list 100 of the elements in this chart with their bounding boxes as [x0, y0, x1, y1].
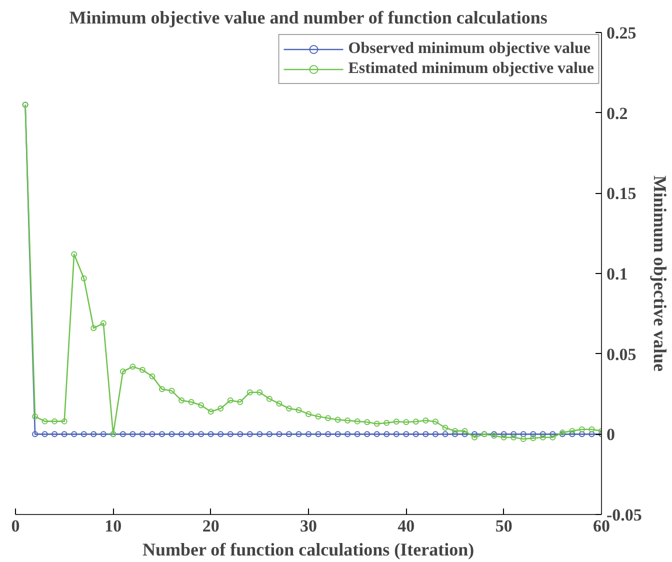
y-tick-label: 0.15: [606, 184, 636, 204]
y-tick-label: 0.05: [606, 344, 636, 364]
point: [588, 431, 595, 438]
y-tick-label: 0: [606, 425, 615, 444]
point: [442, 424, 448, 431]
point: [422, 431, 429, 438]
point: [100, 431, 106, 438]
point: [578, 426, 585, 432]
point: [530, 435, 536, 442]
x-tick-label: 30: [300, 516, 317, 536]
point: [218, 431, 224, 438]
point: [198, 431, 204, 438]
point: [520, 431, 526, 438]
point: [90, 325, 97, 332]
legend-label: Observed minimum objective value: [348, 40, 590, 58]
point: [296, 407, 302, 414]
point: [306, 411, 312, 418]
point: [208, 431, 214, 438]
point: [472, 434, 478, 440]
x-tick-label: 40: [398, 516, 415, 536]
point: [412, 431, 419, 438]
point: [159, 386, 165, 392]
point: [325, 431, 332, 438]
point: [500, 431, 507, 438]
legend-label: Estimated minimum objective value: [348, 60, 594, 78]
point: [442, 431, 448, 438]
point: [510, 434, 517, 440]
point: [90, 431, 97, 438]
point: [550, 434, 556, 440]
point: [178, 397, 185, 404]
point: [120, 431, 126, 438]
point: [384, 420, 390, 426]
point: [374, 420, 380, 427]
point: [130, 431, 136, 438]
point: [432, 418, 438, 425]
point: [149, 373, 156, 380]
x-tick-label: 20: [202, 516, 220, 536]
point: [364, 431, 370, 438]
point: [403, 419, 410, 426]
point: [462, 431, 468, 438]
point: [139, 366, 146, 373]
point: [139, 431, 146, 438]
x-tick-label: 0: [11, 516, 20, 536]
x-axis-title: Number of function calculations (Iteration): [142, 540, 474, 560]
point: [286, 405, 292, 412]
point: [296, 431, 302, 438]
point: [374, 431, 380, 438]
point: [520, 436, 526, 442]
point: [188, 431, 194, 438]
point: [42, 418, 48, 424]
point: [393, 418, 400, 425]
point: [569, 431, 576, 438]
point: [344, 431, 351, 438]
point: [500, 434, 507, 440]
point: [422, 418, 429, 424]
point: [452, 431, 458, 438]
point: [52, 431, 58, 438]
point: [159, 431, 165, 438]
point: [52, 418, 58, 424]
point: [354, 431, 360, 438]
point: [276, 400, 282, 407]
point: [452, 428, 458, 434]
point: [266, 396, 272, 402]
point: [100, 320, 106, 326]
chart-title: Minimum objective value and number of function calculations: [69, 8, 548, 28]
point: [540, 434, 546, 440]
point: [237, 431, 244, 438]
point: [256, 389, 263, 396]
y-axis-title: Minimum objective value: [650, 176, 670, 372]
point: [227, 397, 234, 404]
point: [61, 431, 68, 438]
point: [227, 431, 234, 438]
point: [550, 431, 556, 438]
point: [198, 402, 204, 408]
point: [188, 399, 194, 406]
point: [540, 431, 546, 438]
point: [510, 431, 517, 438]
point: [61, 418, 68, 424]
x-tick-label: 60: [593, 516, 610, 536]
point: [530, 431, 536, 438]
point: [32, 431, 38, 438]
point: [32, 414, 38, 420]
y-tick-label: 0.25: [606, 24, 636, 42]
point: [403, 431, 410, 438]
point: [569, 428, 576, 434]
point: [246, 431, 253, 438]
point: [334, 416, 341, 423]
point: [315, 414, 322, 420]
point: [80, 431, 87, 438]
point: [354, 418, 360, 424]
x-tick-label: 10: [104, 516, 122, 536]
point: [178, 431, 185, 438]
point: [334, 431, 341, 438]
point: [71, 251, 78, 258]
point: [80, 275, 87, 282]
point: [256, 431, 263, 438]
point: [325, 415, 332, 422]
point: [578, 431, 585, 438]
x-tick-label: 50: [495, 516, 512, 536]
point: [71, 431, 78, 438]
